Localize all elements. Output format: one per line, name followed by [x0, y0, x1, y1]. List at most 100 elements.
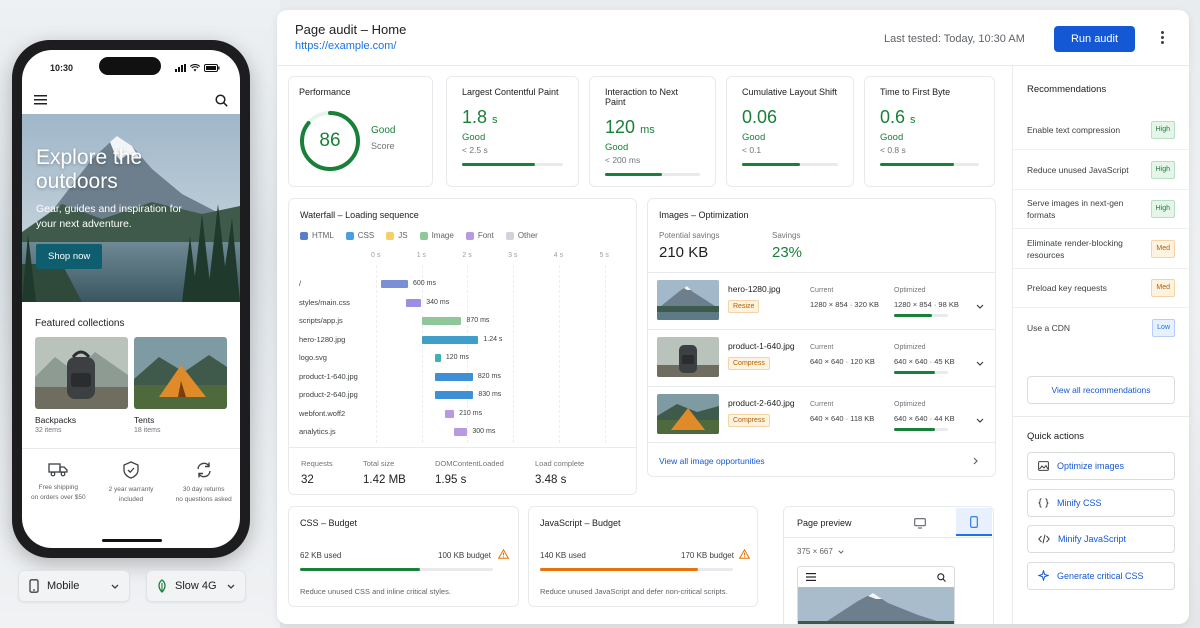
recommendation-item[interactable]: Eliminate render-blocking resources Med: [1027, 235, 1175, 263]
run-audit-button[interactable]: Run audit: [1054, 26, 1135, 52]
network-select[interactable]: Slow 4G: [146, 570, 246, 602]
metric-value: 0.06: [742, 107, 838, 128]
search-icon[interactable]: [215, 93, 228, 107]
stat-label: DOMContentLoaded: [435, 459, 504, 468]
performance-label: Performance: [299, 87, 351, 97]
shield-check-icon: [123, 461, 139, 479]
waterfall-bar-label: 300 ms: [472, 428, 496, 435]
status-bar: 10:30: [22, 50, 240, 86]
backpack-image: [35, 337, 128, 409]
css-budget-limit: 100 KB budget: [438, 551, 491, 560]
quick-action-button[interactable]: Minify JavaScript: [1027, 525, 1175, 553]
css-budget-title: CSS – Budget: [300, 518, 358, 528]
waterfall-bar[interactable]: [435, 391, 474, 399]
metric-card: Cumulative Layout Shift 0.06 Good < 0.1: [726, 76, 854, 187]
legend-item: Image: [419, 231, 454, 240]
legend-item: Font: [465, 231, 494, 240]
last-tested: Last tested: Today, 10:30 AM: [884, 33, 1025, 45]
mountain-lake-image: [22, 114, 240, 302]
chevron-down-icon[interactable]: [976, 296, 984, 314]
page-url-link[interactable]: https://example.com/: [295, 40, 397, 52]
waterfall-bar[interactable]: [421, 335, 479, 344]
tent-image: [134, 337, 227, 409]
quick-action-button[interactable]: Optimize images: [1027, 452, 1175, 480]
phone-nav: [22, 86, 240, 114]
image-row[interactable]: product-1-640.jpg Compress Current 640 × 64…: [648, 329, 996, 385]
image-action-tag: Compress: [728, 357, 770, 370]
chevron-right-icon: [973, 457, 978, 465]
recommendation-item[interactable]: Reduce unused JavaScript High: [1027, 156, 1175, 184]
collection-card-backpacks[interactable]: Backpacks 32 items: [35, 337, 128, 434]
quick-action-button[interactable]: Generate critical CSS: [1027, 561, 1175, 590]
waterfall-bar[interactable]: [444, 409, 455, 418]
quick-action-label: Minify JavaScript: [1058, 534, 1127, 544]
quick-action-button[interactable]: Minify CSS: [1027, 488, 1175, 517]
feature-subtitle: on orders over $50: [31, 494, 86, 501]
priority-badge: High: [1150, 200, 1175, 218]
recommendation-text: Reduce unused JavaScript: [1027, 164, 1129, 175]
metric-label: Largest Contentful Paint: [462, 87, 559, 97]
view-all-images-row[interactable]: View all image opportunities: [648, 442, 995, 476]
metric-value: 120 ms: [605, 117, 700, 138]
recommendation-item[interactable]: Use a CDN Low: [1027, 314, 1175, 342]
waterfall-stats: Requests 32 Total size 1.42 MB DOMContentLoa…: [301, 459, 605, 486]
recommendation-item[interactable]: Serve images in next-gen formats High: [1027, 195, 1175, 223]
view-all-recommendations-button[interactable]: View all recommendations: [1027, 376, 1175, 404]
waterfall-bar[interactable]: [421, 317, 462, 325]
waterfall-bar[interactable]: [453, 428, 468, 436]
recommendation-item[interactable]: Enable text compression High: [1027, 116, 1175, 144]
waterfall-bar[interactable]: [435, 354, 441, 362]
legend-label: HTML: [312, 231, 334, 240]
device-select-value: Mobile: [47, 580, 80, 592]
chevron-down-icon: [227, 584, 235, 589]
chevron-down-icon[interactable]: [976, 353, 984, 371]
leaf-icon: [158, 579, 166, 593]
truck-icon: [48, 463, 68, 477]
feature-list: Free shipping on orders over $50 2 year …: [22, 448, 240, 505]
metric-value: 0.6 s: [880, 107, 979, 128]
waterfall-row-label: /: [299, 279, 302, 288]
chevron-down-icon[interactable]: [976, 410, 984, 428]
image-row[interactable]: hero-1280.jpg Resize Current 1280 × 854 · 3…: [648, 272, 996, 328]
metric-card: Largest Contentful Paint 1.8 s Good < 2.5 s: [446, 76, 579, 187]
chevron-down-icon: [111, 584, 119, 589]
metric-bar: [880, 163, 979, 166]
image-row[interactable]: product-2-640.jpg Compress Current 640 × 64…: [648, 386, 996, 442]
current-size: 1280 × 854 · 320 KB: [810, 300, 880, 309]
phone-screen: 10:30: [22, 50, 240, 548]
preview-hero-image: [798, 587, 954, 624]
device-select[interactable]: Mobile: [18, 570, 130, 602]
metric-status: Good: [880, 132, 904, 143]
image-action-tag: Compress: [728, 414, 770, 427]
js-budget-title: JavaScript – Budget: [540, 518, 621, 528]
hero-banner: Explore the outdoors Gear, guides and in…: [22, 114, 240, 302]
shop-now-button[interactable]: Shop now: [36, 244, 103, 269]
braces-icon: [1038, 497, 1049, 508]
view-all-images-link[interactable]: View all image opportunities: [659, 456, 765, 466]
waterfall-row-label: product-2-640.jpg: [299, 390, 358, 399]
gridline: [421, 265, 423, 443]
collection-card-tents[interactable]: Tents 18 items: [134, 337, 227, 434]
metric-card: Time to First Byte 0.6 s Good < 0.8 s: [864, 76, 995, 187]
waterfall-bar-label: 600 ms: [412, 280, 436, 287]
waterfall-bar[interactable]: [380, 280, 408, 288]
desktop-icon[interactable]: [914, 518, 926, 529]
waterfall-bar[interactable]: [405, 298, 422, 307]
optimized-label: Optimized: [894, 287, 926, 294]
legend-item: CSS: [345, 231, 375, 240]
potential-savings-label: Potential savings: [659, 231, 720, 240]
status-time: 10:30: [50, 63, 74, 73]
mobile-view-tab[interactable]: [956, 508, 992, 536]
legend-label: CSS: [357, 231, 375, 240]
preview-size-select[interactable]: 375 × 667: [797, 547, 844, 556]
wifi-icon: [190, 64, 200, 72]
feature-title: Free shipping: [38, 484, 79, 491]
more-options-icon[interactable]: [1157, 31, 1167, 47]
savings-label: Savings: [772, 231, 801, 240]
menu-icon[interactable]: [34, 95, 48, 105]
recommendation-item[interactable]: Preload key requests Med: [1027, 274, 1175, 302]
priority-badge: Med: [1151, 239, 1175, 258]
waterfall-bar[interactable]: [435, 372, 473, 381]
waterfall-row-label: scripts/app.js: [299, 316, 343, 325]
optimization-bar: [894, 371, 948, 374]
